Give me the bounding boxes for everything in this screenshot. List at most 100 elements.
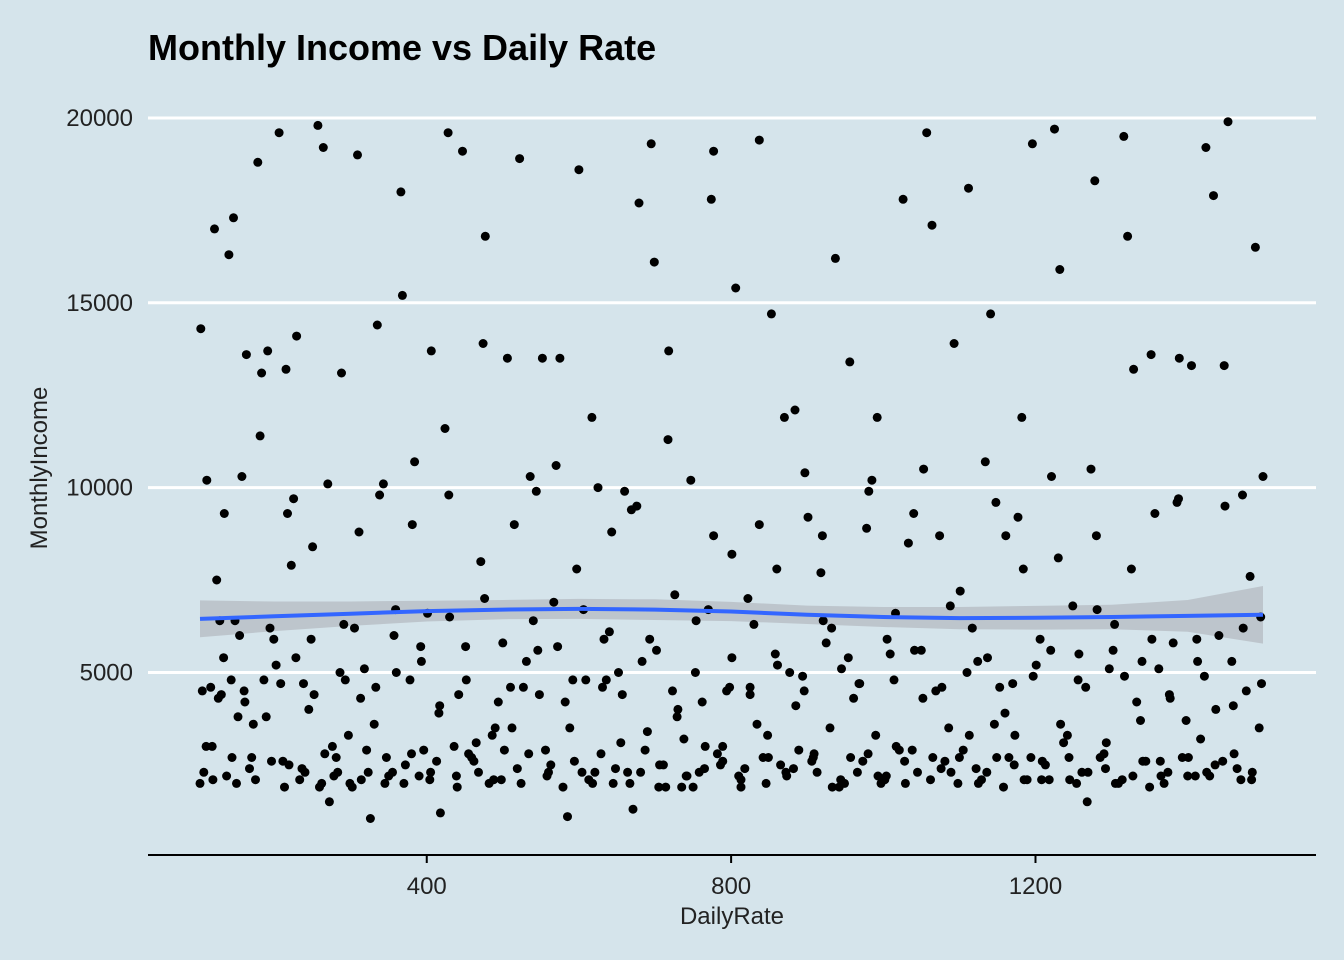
data-point [834, 782, 844, 792]
data-point [949, 339, 959, 348]
data-point [445, 612, 455, 622]
data-point [798, 671, 808, 681]
data-point [1064, 753, 1074, 762]
data-point [474, 767, 483, 777]
y-ticks: 5000 10000 15000 20000 [66, 105, 133, 687]
data-point [196, 324, 206, 334]
data-point [444, 490, 454, 500]
data-point [435, 701, 445, 711]
data-point [1068, 601, 1078, 611]
data-point [964, 183, 973, 193]
data-point [261, 712, 271, 722]
data-point [782, 771, 792, 781]
data-point [598, 682, 607, 692]
data-point [989, 719, 999, 729]
data-point [329, 771, 339, 781]
data-point [898, 194, 908, 204]
data-point [971, 764, 981, 774]
data-point [335, 668, 345, 677]
data-point [407, 520, 417, 530]
data-point [1110, 619, 1120, 629]
data-point [1258, 472, 1268, 481]
data-point [229, 213, 238, 223]
data-point [313, 120, 323, 130]
data-point [389, 631, 399, 640]
data-point [1019, 775, 1029, 785]
data-point [478, 339, 488, 348]
data-point [1247, 775, 1257, 785]
data-point [213, 693, 223, 703]
data-point [830, 253, 840, 263]
data-point [452, 782, 462, 792]
data-point [1000, 708, 1010, 718]
data-point [506, 682, 515, 692]
data-point [295, 775, 305, 785]
data-point [995, 682, 1005, 692]
data-point [1129, 364, 1139, 374]
data-point [1031, 660, 1041, 670]
data-point [1073, 675, 1083, 685]
data-point [1055, 265, 1065, 274]
data-point [518, 682, 528, 692]
data-point [515, 154, 525, 164]
data-point [369, 719, 379, 729]
data-point [227, 753, 237, 762]
data-point [1199, 671, 1209, 681]
data-point [362, 745, 372, 755]
data-point [812, 767, 822, 777]
data-point [709, 531, 719, 541]
data-point [222, 771, 232, 781]
data-point [1192, 634, 1202, 644]
data-point [240, 697, 250, 707]
data-point [546, 760, 556, 770]
data-point [625, 778, 635, 788]
data-point [499, 745, 509, 755]
data-point [1086, 464, 1096, 474]
data-point [410, 457, 420, 467]
data-point [276, 679, 286, 689]
data-point [686, 475, 696, 485]
data-point [1219, 361, 1229, 371]
data-point [1082, 797, 1092, 807]
data-point [375, 490, 385, 500]
data-point [534, 690, 544, 700]
data-point [1117, 775, 1127, 785]
data-point [700, 764, 709, 774]
data-point [964, 730, 974, 740]
data-point [1028, 671, 1038, 681]
data-point [649, 257, 659, 267]
data-point [794, 745, 804, 755]
data-point [476, 557, 486, 567]
data-point [560, 697, 570, 707]
data-point [528, 616, 538, 626]
data-point [688, 782, 698, 792]
data-point [636, 767, 646, 777]
data-point [772, 564, 782, 574]
data-point [353, 150, 362, 160]
chart-title: Monthly Income vs Daily Rate [148, 27, 656, 68]
data-point [743, 594, 753, 603]
data-point [502, 353, 512, 363]
data-point [821, 638, 831, 648]
data-point [1138, 756, 1148, 766]
data-point [1013, 512, 1023, 522]
data-point [1010, 730, 1020, 740]
data-point [1209, 191, 1218, 201]
data-point [628, 804, 638, 814]
data-point [356, 693, 366, 703]
data-point [199, 767, 209, 777]
data-point [568, 675, 578, 685]
y-tick-label: 20000 [66, 105, 133, 132]
data-point [967, 623, 977, 633]
data-point [1247, 767, 1257, 777]
data-point [1223, 117, 1233, 127]
data-point [1201, 143, 1211, 152]
data-point [754, 520, 764, 530]
data-point [789, 764, 798, 774]
data-point [247, 753, 257, 762]
data-point [913, 767, 922, 777]
data-point [944, 723, 954, 733]
data-point [283, 509, 292, 518]
data-point [365, 814, 375, 823]
